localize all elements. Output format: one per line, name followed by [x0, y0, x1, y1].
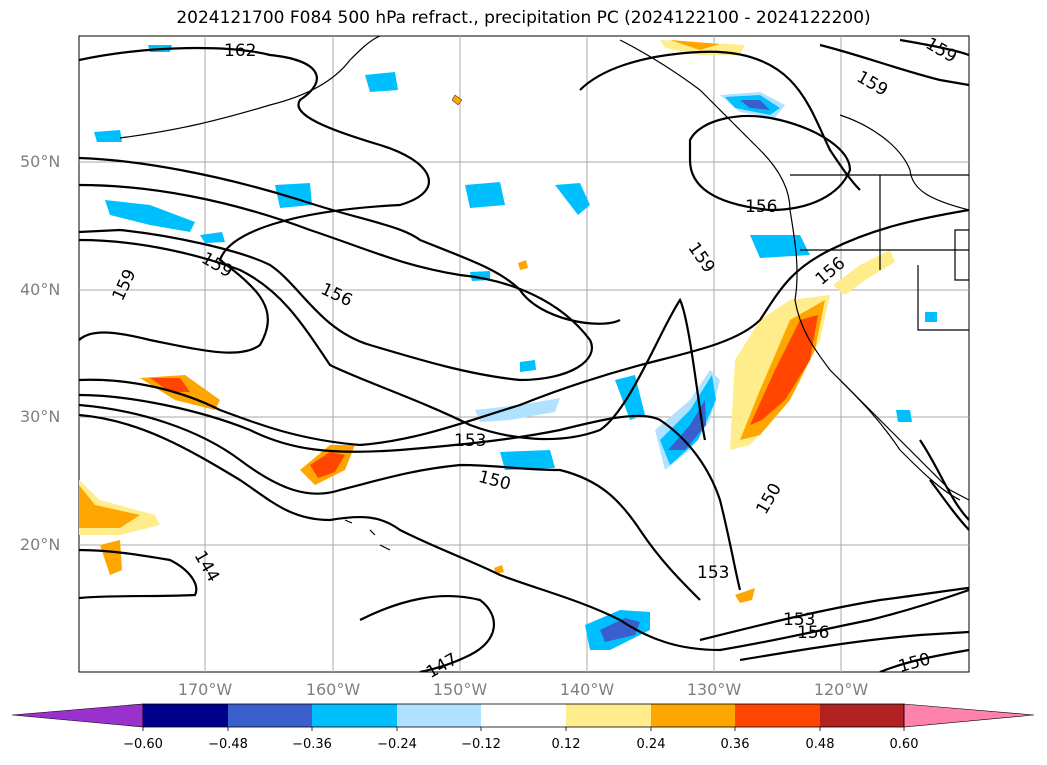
lon-label-150w: 150°W — [432, 680, 488, 699]
colorbar-tick-label: −0.12 — [461, 737, 501, 752]
lon-label-130w: 130°W — [686, 680, 742, 699]
lon-label-120w: 120°W — [813, 680, 869, 699]
colorbar-bin — [820, 704, 904, 727]
map-title: 2024121700 F084 500 hPa refract., precip… — [176, 8, 871, 28]
colorbar-max-extension — [903, 703, 1035, 728]
lon-label-170w: 170°W — [177, 680, 233, 699]
colorbar-bin — [312, 704, 397, 727]
precip-negative — [94, 45, 937, 650]
colorbar-bin — [481, 704, 566, 727]
contour-label: 153 — [783, 610, 815, 630]
contour-label: 162 — [224, 41, 256, 61]
colorbar-tick-label: 0.36 — [720, 737, 750, 752]
colorbar-tick-label: −0.48 — [208, 737, 248, 752]
lat-label-20n: 20°N — [20, 535, 61, 554]
colorbar-tick-label: 0.48 — [805, 737, 835, 752]
colorbar-tick-label: −0.36 — [292, 737, 332, 752]
colorbar-min-extension — [11, 703, 144, 728]
colorbar-bin — [566, 704, 651, 727]
lon-label-160w: 160°W — [305, 680, 361, 699]
lat-label-30n: 30°N — [20, 407, 61, 426]
colorbar-tick-label: −0.24 — [377, 737, 417, 752]
colorbar-bin — [735, 704, 820, 727]
contour-label: 156 — [745, 197, 777, 217]
colorbar — [11, 703, 1035, 731]
contours — [79, 38, 969, 672]
colorbar-bin — [651, 704, 735, 727]
lat-label-50n: 50°N — [20, 152, 61, 171]
colorbar-tick-label: 0.60 — [889, 737, 919, 752]
lon-label-140w: 140°W — [559, 680, 615, 699]
colorbar-tick-label: 0.24 — [636, 737, 666, 752]
contour-label: 153 — [454, 431, 486, 451]
colorbar-bin — [397, 704, 481, 727]
coastlines — [119, 36, 969, 551]
lat-label-40n: 40°N — [20, 280, 61, 299]
colorbar-outline — [142, 703, 905, 728]
contour-label: 156 — [797, 623, 829, 643]
colorbar-tick-label: 0.12 — [551, 737, 581, 752]
contour-label: 153 — [697, 563, 729, 583]
map-frame — [78, 35, 970, 673]
colorbar-bin — [228, 704, 312, 727]
colorbar-bin — [143, 704, 228, 727]
colorbar-tick-label: −0.60 — [123, 737, 163, 752]
